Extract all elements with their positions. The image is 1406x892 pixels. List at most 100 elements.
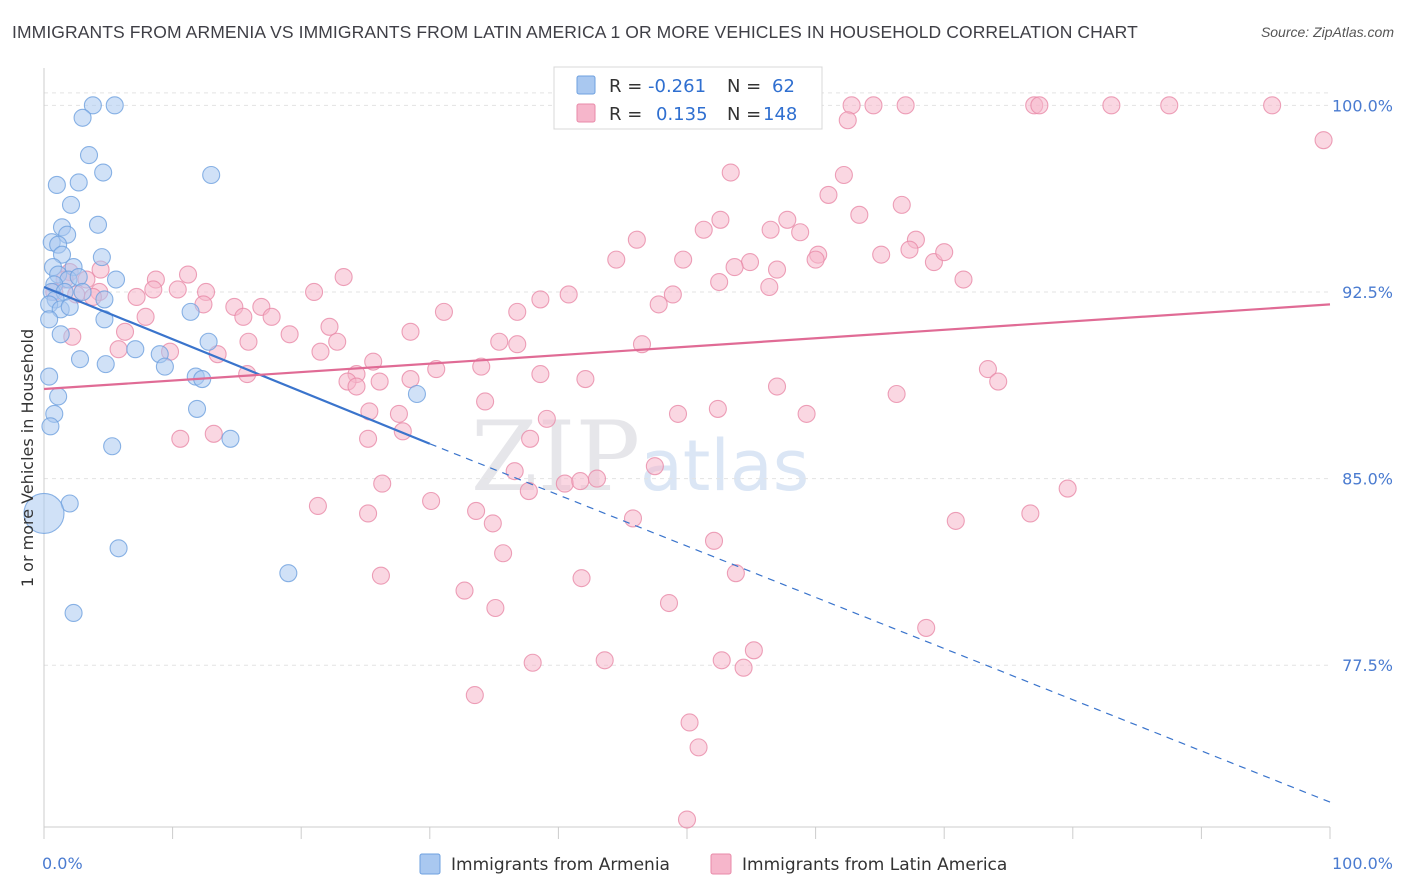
latin-america-point-130 <box>744 641 763 660</box>
armenia-point-54 <box>279 564 298 583</box>
series-legend: Immigrants from Armenia Immigrants from … <box>419 853 1007 875</box>
latin-america-point-14 <box>850 205 869 224</box>
legend-r-value-latin-america: 0.135 <box>656 104 708 125</box>
armenia-point-20 <box>69 267 88 287</box>
latin-america-point-84 <box>531 365 550 384</box>
latin-america-point-66 <box>280 325 299 344</box>
armenia-point-15 <box>92 248 111 267</box>
latin-america-point-68 <box>328 332 347 351</box>
y-tick-label-0: 100.0% <box>1332 96 1393 115</box>
latin-america-point-58 <box>649 295 668 314</box>
latin-america-point-78 <box>364 352 383 371</box>
latin-america-point-129 <box>917 618 936 637</box>
latin-america-point-127 <box>486 598 505 618</box>
latin-america-point-40 <box>144 280 163 299</box>
legend-n-label-armenia: N = <box>727 76 761 97</box>
trend-lines <box>43 285 1331 803</box>
series-legend-swatch-armenia <box>419 853 441 875</box>
latin-america-point-20 <box>627 230 646 249</box>
latin-america-point-48 <box>760 277 779 297</box>
y-axis-label: 1 or more Vehicles in Household <box>18 329 37 587</box>
stats-legend: R = -0.261 N = 62 R = 0.135 N = 148 <box>553 66 823 130</box>
latin-america-point-4 <box>1030 96 1049 115</box>
latin-america-point-71 <box>508 335 527 354</box>
latin-america-point-59 <box>434 302 453 321</box>
x-tick-label-0: 0.0% <box>42 854 83 873</box>
latin-america-point-89 <box>347 377 366 396</box>
armenia-point-46 <box>187 399 207 418</box>
latin-america-point-26 <box>607 250 626 269</box>
armenia-trend-extension <box>429 443 1331 803</box>
latin-america-point-88 <box>576 370 595 389</box>
latin-america-point-0 <box>842 96 861 115</box>
latin-america-point-100 <box>989 372 1008 391</box>
armenia-trend-line <box>43 285 431 445</box>
latin-america-point-19 <box>791 223 810 242</box>
legend-r-value-armenia: -0.261 <box>648 76 706 97</box>
armenia-point-7 <box>202 165 221 185</box>
latin-america-point-25 <box>872 245 891 264</box>
latin-america-point-112 <box>519 481 538 501</box>
latin-america-point-93 <box>668 404 688 423</box>
latin-america-point-32 <box>935 243 954 262</box>
latin-america-point-99 <box>797 404 816 423</box>
latin-america-point-17 <box>761 220 780 239</box>
latin-america-point-16 <box>711 210 730 229</box>
latin-america-point-35 <box>334 267 353 287</box>
armenia-point-5 <box>47 175 66 195</box>
latin-america-point-106 <box>505 462 524 481</box>
latin-america-point-108 <box>555 474 574 493</box>
latin-america-point-117 <box>1021 504 1040 523</box>
latin-america-point-133 <box>734 658 753 677</box>
latin-america-trend-line <box>43 303 1331 391</box>
latin-america-point-86 <box>370 372 389 391</box>
armenia-point-9 <box>88 215 108 234</box>
latin-america-point-22 <box>900 240 919 259</box>
legend-swatch-latin-america <box>576 103 596 123</box>
armenia-point-31 <box>181 302 200 321</box>
latin-america-point-1 <box>864 96 883 115</box>
latin-america-point-79 <box>472 357 491 376</box>
latin-america-point-60 <box>508 302 527 321</box>
latin-america-point-12 <box>819 185 838 204</box>
series-legend-label-armenia: Immigrants from Armenia <box>451 855 670 875</box>
latin-america-point-57 <box>531 290 550 309</box>
latin-america-point-131 <box>595 651 614 670</box>
latin-america-point-102 <box>204 424 223 443</box>
y-tick-label-2: 85.0% <box>1342 470 1393 489</box>
x-tick-label-1: 100.0% <box>1332 854 1393 873</box>
latin-america-point-7 <box>1263 96 1282 115</box>
latin-america-point-62 <box>234 307 253 326</box>
latin-america-point-119 <box>483 514 502 533</box>
latin-america-point-134 <box>712 651 731 670</box>
latin-america-point-85 <box>401 370 420 389</box>
latin-america-point-13 <box>892 195 911 214</box>
armenia-point-39 <box>96 355 115 374</box>
latin-america-point-111 <box>1058 479 1077 498</box>
series-legend-swatch-latin-america <box>710 853 732 875</box>
latin-america-point-63 <box>262 307 281 326</box>
latin-america-point-45 <box>663 285 682 304</box>
latin-america-point-125 <box>572 569 591 588</box>
latin-america-point-107 <box>373 474 392 493</box>
latin-america-point-8 <box>838 111 857 130</box>
armenia-point-41 <box>40 367 59 386</box>
chart-source: Source: ZipAtlas.com <box>1260 24 1394 40</box>
latin-america-point-138 <box>677 810 697 829</box>
armenia-point-52 <box>23 492 65 534</box>
latin-america-point-44 <box>559 285 578 304</box>
latin-america-point-136 <box>680 713 699 732</box>
latin-america-point-105 <box>645 457 664 476</box>
latin-america-point-96 <box>537 409 556 428</box>
legend-r-label-latin-america: R = <box>609 104 642 125</box>
armenia-point-25 <box>73 282 92 302</box>
latin-america-point-70 <box>490 332 509 351</box>
y-tick-label-1: 92.5% <box>1342 283 1393 302</box>
armenia-point-34 <box>51 325 70 344</box>
latin-america-point-118 <box>623 509 643 528</box>
legend-swatch-armenia <box>576 75 596 95</box>
latin-america-point-98 <box>708 399 727 418</box>
latin-america-point-115 <box>467 501 486 521</box>
latin-america-point-110 <box>587 469 607 488</box>
